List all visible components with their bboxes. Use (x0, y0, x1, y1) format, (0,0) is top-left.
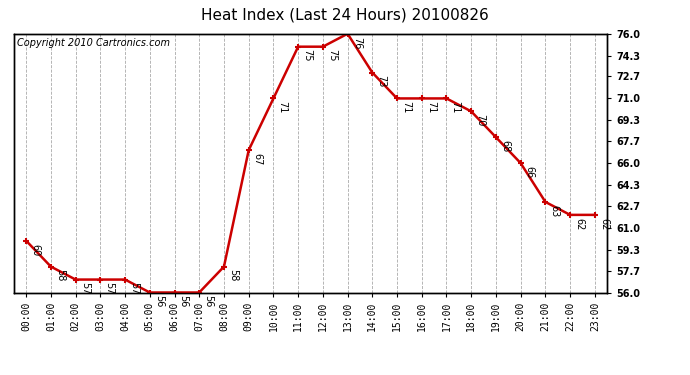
Text: 71: 71 (451, 101, 461, 114)
Text: Heat Index (Last 24 Hours) 20100826: Heat Index (Last 24 Hours) 20100826 (201, 8, 489, 22)
Text: 73: 73 (377, 75, 386, 88)
Text: 56: 56 (154, 295, 164, 307)
Text: 57: 57 (80, 282, 90, 295)
Text: 71: 71 (401, 101, 411, 114)
Text: 66: 66 (525, 166, 535, 178)
Text: 57: 57 (104, 282, 115, 295)
Text: 71: 71 (426, 101, 436, 114)
Text: 56: 56 (179, 295, 188, 307)
Text: 57: 57 (129, 282, 139, 295)
Text: 75: 75 (327, 50, 337, 62)
Text: 56: 56 (204, 295, 213, 307)
Text: 75: 75 (302, 50, 313, 62)
Text: 76: 76 (352, 36, 362, 49)
Text: 58: 58 (55, 269, 65, 282)
Text: 68: 68 (500, 140, 510, 152)
Text: 60: 60 (30, 243, 40, 256)
Text: 67: 67 (253, 153, 263, 165)
Text: 63: 63 (549, 205, 560, 217)
Text: 58: 58 (228, 269, 238, 282)
Text: 71: 71 (277, 101, 288, 114)
Text: 70: 70 (475, 114, 485, 126)
Text: 62: 62 (599, 217, 609, 230)
Text: Copyright 2010 Cartronics.com: Copyright 2010 Cartronics.com (17, 38, 170, 48)
Text: 62: 62 (574, 217, 584, 230)
